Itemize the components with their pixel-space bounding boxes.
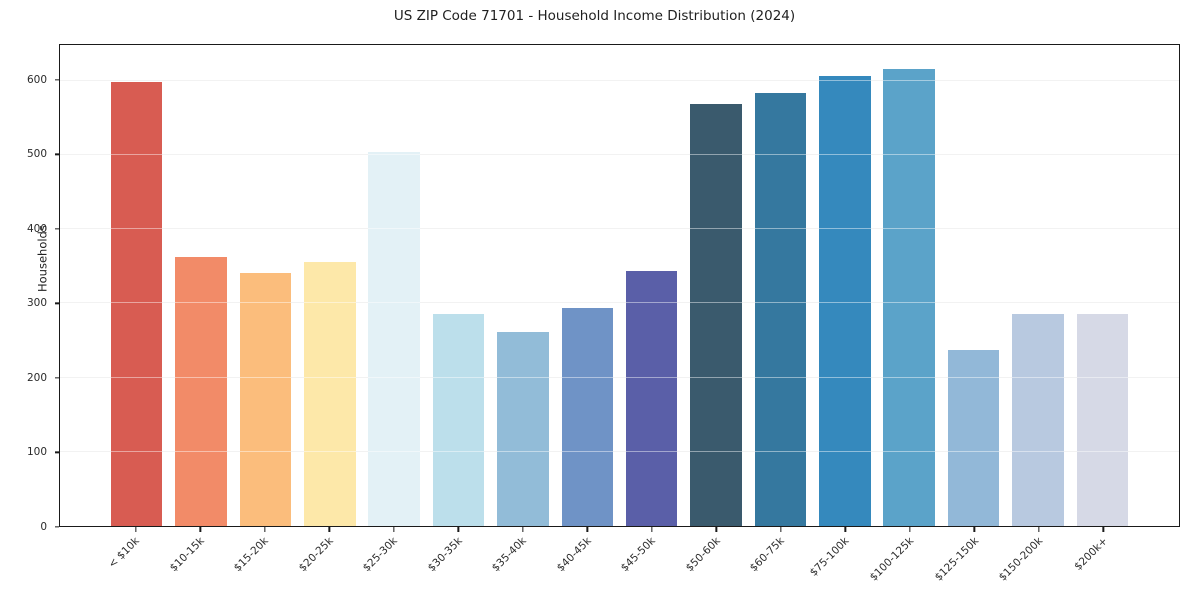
gridline bbox=[60, 79, 1179, 81]
gridline bbox=[60, 376, 1179, 378]
gridline bbox=[60, 450, 1179, 452]
bar-$15-20k bbox=[239, 272, 292, 526]
x-tick-mark bbox=[844, 527, 846, 532]
plot-area bbox=[59, 44, 1180, 527]
y-tick-label: 400 bbox=[26, 222, 47, 235]
bar-$30-35k bbox=[432, 313, 485, 526]
x-tick-label: $15-20k bbox=[232, 535, 272, 575]
y-tick-label: 100 bbox=[26, 446, 47, 459]
x-tick-mark bbox=[199, 527, 201, 532]
x-tick-label: $100-125k bbox=[867, 535, 917, 584]
x-tick-label: $25-30k bbox=[361, 535, 401, 575]
y-tick-mark bbox=[54, 451, 59, 454]
x-tick-label: $40-45k bbox=[554, 535, 594, 575]
bar-$35-40k bbox=[497, 331, 549, 526]
gridlines-under bbox=[60, 45, 1179, 526]
x-tick-mark bbox=[328, 527, 330, 532]
gridline bbox=[60, 153, 1179, 155]
y-tick-mark bbox=[54, 79, 59, 81]
bar-$25-30k bbox=[368, 151, 420, 526]
x-tick-mark bbox=[135, 527, 137, 532]
x-tick-mark bbox=[780, 527, 782, 532]
x-tick-mark bbox=[973, 527, 975, 532]
x-tick-label: $150-200k bbox=[996, 535, 1046, 584]
x-tick-mark bbox=[1038, 527, 1040, 532]
y-tick-mark bbox=[54, 302, 59, 305]
x-tick-mark bbox=[457, 527, 459, 532]
bar-$100-125k bbox=[883, 68, 935, 526]
y-tick-mark bbox=[54, 153, 59, 155]
x-tick-label: < $10k bbox=[106, 535, 143, 571]
x-tick-label: $45-50k bbox=[619, 535, 659, 575]
x-tick-label: $30-35k bbox=[425, 535, 465, 575]
bar-$60-75k bbox=[754, 92, 807, 526]
x-tick-label: $20-25k bbox=[296, 535, 336, 575]
bar-$20-25k bbox=[304, 261, 356, 526]
x-tick-mark bbox=[651, 527, 653, 532]
x-tick-mark bbox=[715, 527, 717, 532]
chart-title: US ZIP Code 71701 - Household Income Dis… bbox=[393, 8, 796, 24]
x-tick-label: $10-15k bbox=[167, 535, 207, 575]
bar-$75-100k bbox=[819, 76, 871, 526]
y-tick-mark bbox=[54, 377, 59, 379]
y-tick-label: 300 bbox=[26, 297, 47, 310]
x-tick-label: $50-60k bbox=[683, 535, 723, 575]
gridline bbox=[60, 302, 1179, 304]
x-tick-mark bbox=[1102, 527, 1104, 532]
x-tick-label: $75-100k bbox=[807, 535, 852, 579]
x-tick-label: $125-150k bbox=[932, 535, 981, 584]
gridline bbox=[60, 376, 1179, 378]
gridlines-over bbox=[60, 45, 1179, 526]
bar-$45-50k bbox=[625, 271, 678, 526]
x-tick-label: $35-40k bbox=[490, 535, 530, 575]
x-tick-mark bbox=[909, 527, 911, 532]
bar-$40-45k bbox=[561, 307, 614, 526]
y-tick-mark bbox=[54, 526, 59, 528]
bar-$50-60k bbox=[690, 103, 742, 526]
gridline bbox=[60, 153, 1179, 155]
x-tick-label: $60-75k bbox=[748, 535, 788, 575]
bar-$200k+ bbox=[1076, 314, 1129, 526]
gridline bbox=[60, 228, 1179, 230]
y-tick-label: 0 bbox=[40, 521, 47, 533]
y-tick-label: 200 bbox=[26, 371, 47, 384]
x-tick-mark bbox=[264, 527, 266, 532]
y-tick-mark bbox=[54, 228, 59, 230]
gridline bbox=[60, 79, 1179, 81]
x-tick-mark bbox=[522, 527, 524, 532]
bar-< $10k bbox=[110, 82, 163, 526]
x-tick-mark bbox=[586, 527, 588, 532]
gridline bbox=[60, 302, 1179, 304]
y-tick-label: 500 bbox=[26, 148, 47, 161]
bar-$10-15k bbox=[175, 257, 227, 526]
x-axis: < $10k $10-15k $15-20k $20-25k $25-30k $30-35… bbox=[59, 527, 1180, 587]
x-tick-label: $200k+ bbox=[1071, 535, 1110, 573]
y-axis: 0 100 200 300 400 500 600 bbox=[0, 44, 59, 533]
gridline bbox=[60, 450, 1179, 452]
x-tick-mark bbox=[393, 527, 395, 532]
bars-layer bbox=[60, 45, 1179, 526]
gridline bbox=[60, 228, 1179, 230]
y-tick-label: 600 bbox=[26, 73, 47, 86]
bar-$125-150k bbox=[947, 350, 1000, 526]
bar-$150-200k bbox=[1012, 313, 1064, 526]
